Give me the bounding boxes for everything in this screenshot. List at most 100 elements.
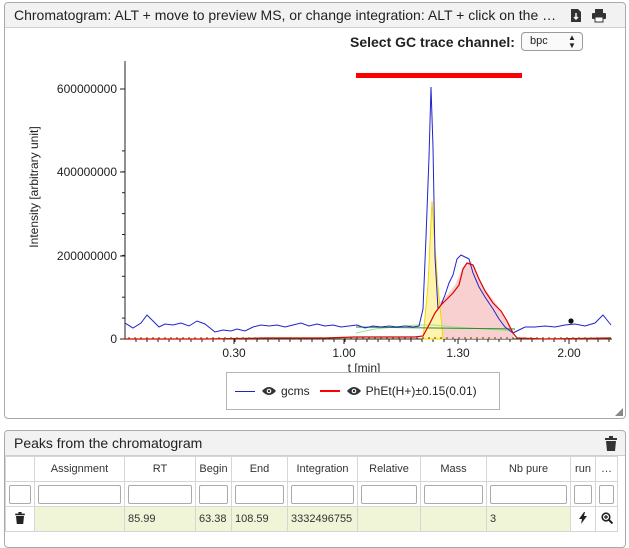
baseline-dot: [392, 337, 394, 339]
col-header-rt[interactable]: RT: [124, 456, 196, 482]
eye-icon[interactable]: [261, 385, 277, 397]
chromatogram-header: Chromatogram: ALT + move to preview MS, …: [5, 3, 625, 28]
baseline-dot: [182, 337, 184, 339]
baseline-dot: [344, 337, 346, 339]
x-axis-label: t [min]: [348, 361, 381, 375]
baseline-dot: [470, 337, 472, 339]
x-tick-label: 1.00: [332, 346, 356, 360]
filter-input[interactable]: [199, 484, 228, 504]
selected-range-bar[interactable]: [356, 73, 522, 78]
row-delete-cell: [5, 506, 35, 532]
col-header-mass[interactable]: Mass: [420, 456, 487, 482]
cell-integration: 3332496755: [287, 506, 358, 532]
trash-icon[interactable]: [605, 436, 617, 451]
baseline-dot: [584, 337, 586, 339]
filter-input[interactable]: [9, 484, 31, 504]
x-tick-label: 2.00: [557, 346, 581, 360]
filter-input[interactable]: [490, 484, 567, 504]
y-tick-label: 400000000: [57, 165, 117, 179]
baseline-dot: [494, 337, 496, 339]
legend-line-phet: [319, 390, 340, 392]
filter-rt: [124, 481, 196, 507]
col-header-assignment[interactable]: Assignment: [34, 456, 125, 482]
baseline-dot: [332, 337, 334, 339]
filter-input[interactable]: [128, 484, 192, 504]
eye-icon[interactable]: [346, 385, 362, 397]
filter-input[interactable]: [38, 484, 121, 504]
peaks-header: Peaks from the chromatogram: [5, 431, 625, 456]
trace-channel-select[interactable]: bpc ▲ ▼: [520, 32, 583, 51]
chromatogram-panel: Chromatogram: ALT + move to preview MS, …: [4, 2, 626, 419]
legend-label-phet: PhEt(H+)±0.15(0.01): [365, 384, 477, 398]
baseline-dot: [320, 337, 322, 339]
col-header-begin[interactable]: Begin: [195, 456, 232, 482]
baseline-dot: [464, 337, 466, 339]
cell-end: 108.59: [231, 506, 288, 532]
filter-assignment: [34, 481, 125, 507]
baseline-dot: [212, 337, 214, 339]
filter-input[interactable]: [361, 484, 417, 504]
col-header-relative[interactable]: Relative: [357, 456, 421, 482]
col-header-run[interactable]: run: [570, 456, 596, 482]
chromatogram-title: Chromatogram: ALT + move to preview MS, …: [14, 7, 559, 23]
print-icon[interactable]: [591, 8, 607, 23]
baseline-dot: [236, 337, 238, 339]
peaks-panel: Peaks from the chromatogram Assignment R…: [4, 430, 626, 548]
x-tick-label: 0.30: [222, 346, 246, 360]
baseline-dot: [452, 337, 454, 339]
filter-input[interactable]: [291, 484, 354, 504]
col-header-actions: [5, 456, 35, 482]
chromatogram-chart[interactable]: 600000000 400000000 200000000 0 0.30 1.00 1.30…: [5, 47, 625, 407]
cell-mass: [420, 506, 487, 532]
select-arrows-icon: ▲ ▼: [568, 33, 576, 50]
cursor-marker[interactable]: [568, 318, 574, 324]
peaks-table: Assignment RT Begin End Integration Rela…: [5, 456, 618, 532]
baseline-dot: [380, 337, 382, 339]
col-header-nb-pure[interactable]: Nb pure: [486, 456, 571, 482]
trash-icon[interactable]: [15, 511, 25, 524]
baseline-dot: [476, 337, 478, 339]
baseline-dot: [248, 337, 250, 339]
baseline-dot: [596, 337, 598, 339]
row-run-cell: [570, 506, 596, 532]
y-tick-label: 600000000: [57, 82, 117, 96]
lightning-icon[interactable]: [579, 511, 587, 524]
baseline-dot: [500, 337, 502, 339]
baseline-dot: [338, 337, 340, 339]
export-file-icon[interactable]: [569, 8, 583, 23]
zoom-in-icon[interactable]: [600, 511, 613, 524]
baseline-dot: [554, 337, 556, 339]
baseline-dot: [404, 337, 406, 339]
baseline-dot: [608, 337, 610, 339]
baseline-dot: [170, 337, 172, 339]
baseline-dot: [506, 337, 508, 339]
baseline-dot: [134, 337, 136, 339]
chart-legend: gcms PhEt(H+)±0.15(0.01): [226, 372, 500, 410]
baseline-dot: [146, 337, 148, 339]
col-header-more[interactable]: …: [595, 456, 618, 482]
filter-relative: [357, 481, 421, 507]
cell-assignment[interactable]: [34, 506, 125, 532]
baseline-dot: [266, 337, 268, 339]
legend-item-phet[interactable]: PhEt(H+)±0.15(0.01): [319, 384, 477, 398]
row-zoom-cell: [595, 506, 618, 532]
resize-handle-icon[interactable]: [615, 408, 623, 416]
baseline-dot: [560, 337, 562, 339]
baseline-dot: [284, 337, 286, 339]
col-header-end[interactable]: End: [231, 456, 288, 482]
filter-input[interactable]: [424, 484, 483, 504]
filter-input[interactable]: [235, 484, 284, 504]
baseline-dot: [218, 337, 220, 339]
filter-input[interactable]: [599, 484, 614, 504]
baseline-dot: [164, 337, 166, 339]
baseline-dot: [548, 337, 550, 339]
legend-item-gcms[interactable]: gcms: [235, 384, 310, 398]
filter-input[interactable]: [574, 484, 592, 504]
integration-baseline: [355, 326, 516, 330]
baseline-dot: [374, 337, 376, 339]
peaks-title: Peaks from the chromatogram: [14, 435, 203, 451]
col-header-integration[interactable]: Integration: [287, 456, 358, 482]
table-row[interactable]: 85.99 63.38 108.59 3332496755 3: [5, 506, 618, 532]
legend-line-gcms: [235, 390, 255, 392]
filter-begin: [195, 481, 232, 507]
